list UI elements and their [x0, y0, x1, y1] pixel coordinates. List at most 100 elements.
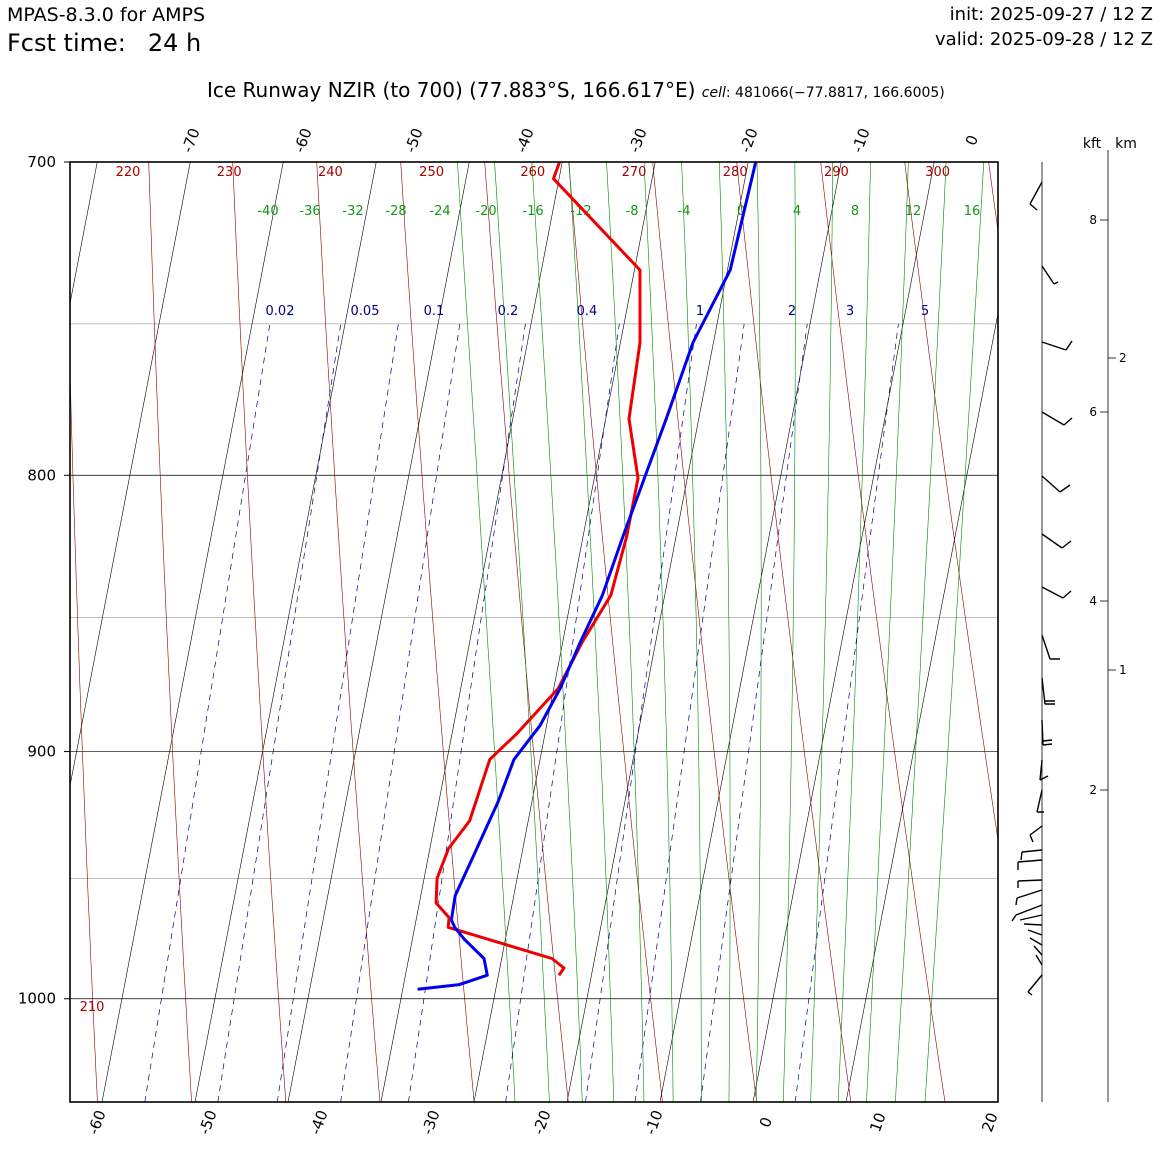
station-title: Ice Runway NZIR (to 700) (77.883°S, 166.…	[207, 78, 945, 102]
plot-frame	[69, 161, 999, 1103]
kft-tick-label: 8	[1089, 213, 1097, 227]
kft-tick-label: 2	[1089, 783, 1097, 797]
mixing-ratio-label: 1	[696, 304, 704, 319]
top-temperature-tick-label: -60	[290, 126, 315, 155]
moist-adiabat-line	[866, 162, 909, 1102]
wind-barb	[1041, 411, 1073, 426]
pressure-tick-label: 700	[27, 153, 56, 171]
moist-adiabat-line	[924, 162, 985, 1102]
dry-adiabat-label: 240	[318, 165, 343, 180]
isotherm-line	[566, 162, 749, 1102]
mixing-ratio-label: 0.4	[577, 304, 598, 319]
wind-barb	[1041, 677, 1055, 705]
mixing-ratio-label: 5	[921, 304, 929, 319]
moist-adiabat-label: 12	[905, 204, 922, 219]
moist-adiabat-line	[755, 162, 762, 1102]
cell-value: : 481066(−77.8817, 166.6005)	[725, 85, 945, 101]
chart-grid	[70, 162, 998, 1102]
isotherm-line	[70, 162, 191, 788]
mixing-ratio-line	[144, 323, 271, 1102]
forecast-time: Fcst time: 24 h	[7, 29, 201, 57]
mixing-ratio-line	[408, 323, 526, 1102]
dry-adiabat-line	[652, 162, 757, 1102]
moist-adiabat-line	[895, 162, 947, 1102]
top-temperature-tick-label: -10	[848, 126, 873, 155]
mixing-ratio-line	[276, 323, 399, 1102]
moist-adiabat-line	[837, 162, 871, 1102]
wind-barb	[1017, 879, 1043, 888]
moist-adiabat-line	[643, 162, 674, 1102]
wind-barb	[1019, 914, 1043, 966]
isotherm-line	[659, 162, 842, 1102]
moist-adiabat-label: -24	[429, 204, 450, 219]
dry-adiabat-label: 290	[824, 165, 849, 180]
mixing-ratio-line	[700, 323, 808, 1102]
bottom-temperature-tick-label: -40	[306, 1108, 331, 1137]
moist-adiabat-label: 0	[737, 204, 745, 219]
dry-adiabat-line	[148, 162, 192, 1102]
temperature-profile	[434, 162, 642, 977]
moist-adiabat-line	[783, 162, 796, 1102]
dry-adiabat-line	[568, 162, 663, 1102]
wind-barb	[1041, 533, 1072, 549]
isotherm-line	[101, 162, 284, 1102]
dry-adiabat-label: 230	[217, 165, 242, 180]
forecast-time-value: 24 h	[147, 29, 202, 57]
km-tick-label: 1	[1119, 663, 1127, 677]
isotherm-line	[752, 162, 935, 1102]
wind-barb	[1020, 849, 1043, 861]
moist-adiabat-label: -4	[678, 204, 691, 219]
dry-adiabat-line	[820, 162, 946, 1102]
wind-barb	[1029, 181, 1043, 211]
km-tick-label: 2	[1119, 351, 1127, 365]
wind-barb	[1017, 859, 1043, 870]
mixing-ratio-label: 3	[846, 304, 854, 319]
dry-adiabat-line	[70, 362, 98, 1102]
bottom-temperature-tick-label: 20	[978, 1110, 1001, 1134]
dry-adiabat-line	[400, 162, 475, 1102]
dry-adiabat-label: 270	[622, 165, 647, 180]
kft-tick-label: 6	[1089, 405, 1097, 419]
wind-barb	[1011, 904, 1043, 922]
moist-adiabat-line	[606, 162, 645, 1102]
wind-barbs: kft km 8 6 4 2 2 1	[1011, 136, 1137, 1102]
moist-adiabat-label: -28	[385, 204, 406, 219]
moist-adiabat-line	[457, 162, 516, 1102]
kft-axis-label: kft	[1083, 136, 1102, 152]
dry-adiabat-line	[484, 162, 569, 1102]
moist-adiabat-line	[568, 162, 615, 1102]
km-axis-label: km	[1115, 136, 1137, 152]
wind-barb	[1041, 719, 1053, 746]
chart-series	[417, 162, 758, 991]
mixing-ratio-label: 0.02	[266, 304, 295, 319]
isotherm-line	[380, 162, 563, 1102]
isotherm-line	[70, 162, 98, 305]
isotherm-line	[473, 162, 656, 1102]
top-temperature-tick-label: -20	[736, 126, 761, 155]
moist-adiabat-line	[531, 162, 583, 1102]
pressure-tick-label: 900	[27, 743, 56, 761]
wind-barb	[1041, 634, 1060, 660]
top-temperature-tick-label: -70	[178, 126, 203, 155]
top-temperature-tick-label: -30	[625, 126, 650, 155]
mixing-ratio-label: 0.05	[351, 304, 380, 319]
isotherm-line	[287, 162, 470, 1102]
kft-tick-label: 4	[1089, 594, 1097, 608]
dry-adiabat-label: 210	[80, 1000, 105, 1015]
wind-barb	[1039, 759, 1049, 781]
top-temperature-tick-label: -50	[401, 126, 426, 155]
bottom-temperature-tick-label: -60	[84, 1108, 109, 1137]
bottom-temperature-tick-label: -50	[195, 1108, 220, 1137]
moist-adiabat-label: -16	[522, 204, 543, 219]
dry-adiabat-line	[988, 162, 998, 234]
wind-barb	[1036, 789, 1044, 813]
moist-adiabat-line	[719, 162, 731, 1102]
bottom-temperature-tick-label: 0	[756, 1115, 776, 1130]
wind-barb	[1015, 889, 1043, 906]
mixing-ratio-line	[794, 323, 899, 1102]
moist-adiabat-label: -20	[475, 204, 496, 219]
model-title: MPAS-8.3.0 for AMPS	[7, 4, 206, 26]
